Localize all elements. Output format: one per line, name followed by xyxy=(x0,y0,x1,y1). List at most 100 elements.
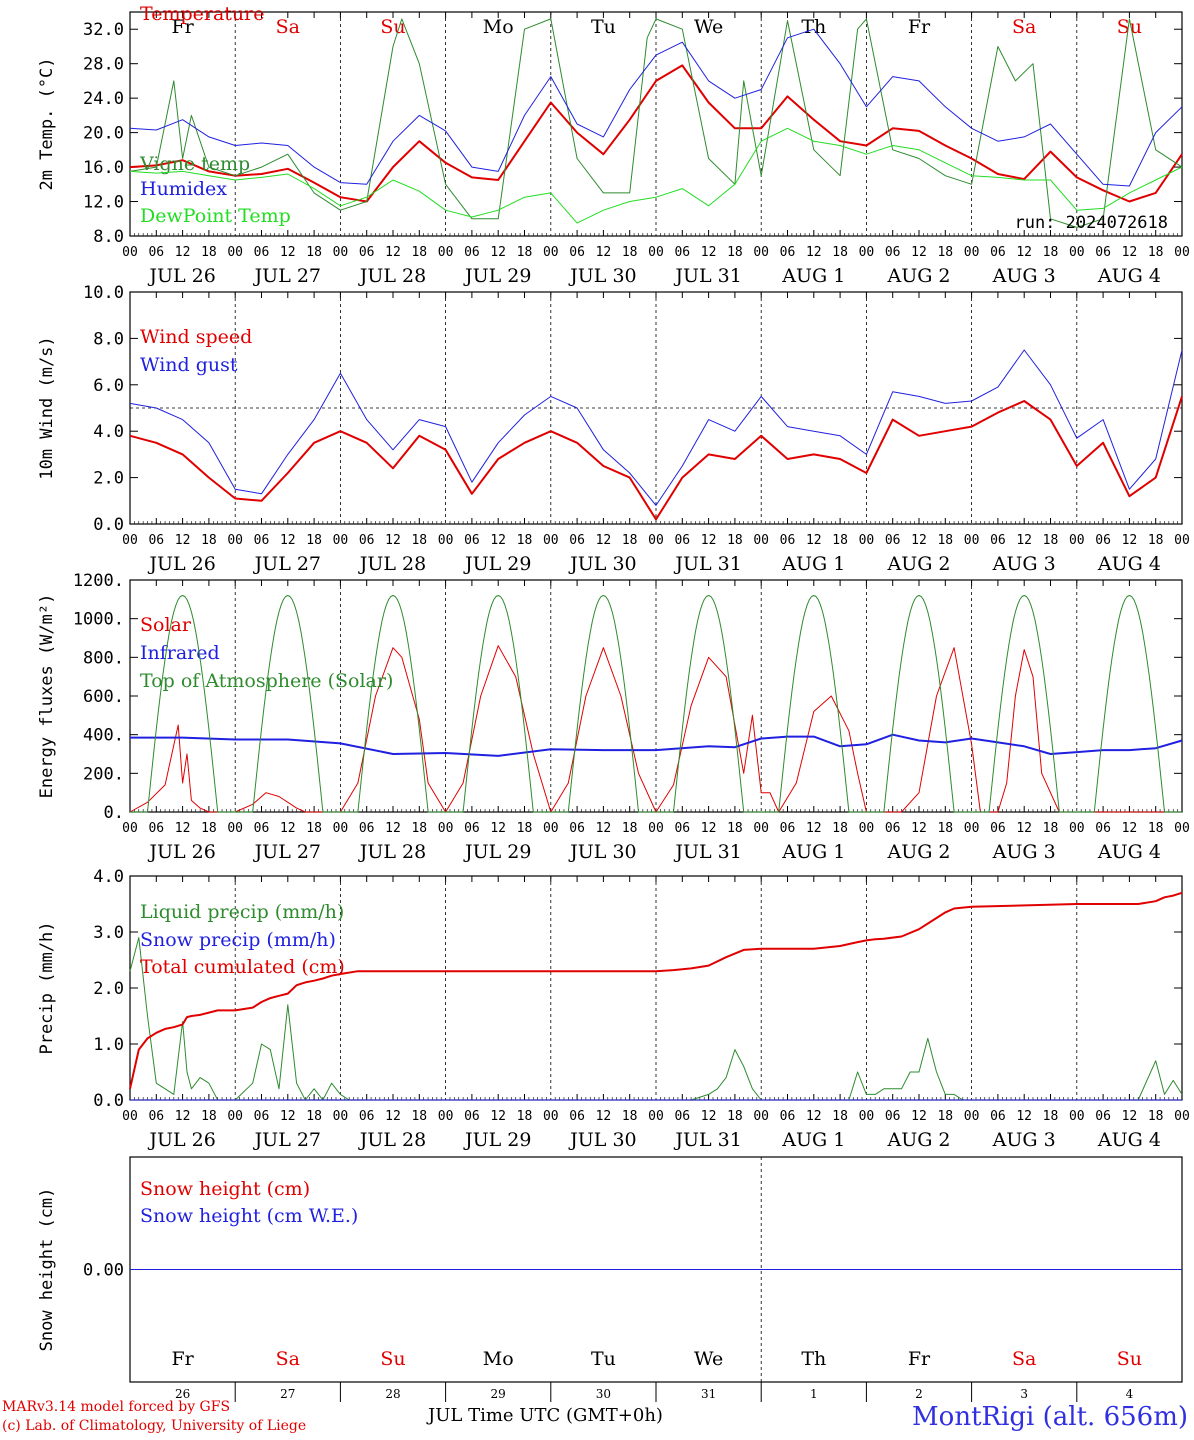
y-tick-label: 2.0 xyxy=(93,469,124,489)
hour-tick-label: 18 xyxy=(622,1109,638,1124)
hour-tick-label: 00 xyxy=(1174,245,1190,260)
day-number-label: 4 xyxy=(1126,1387,1134,1401)
hour-tick-label: 12 xyxy=(280,1109,296,1124)
date-label: JUL 29 xyxy=(463,1129,531,1151)
date-label: AUG 4 xyxy=(1097,841,1161,863)
hour-tick-label: 06 xyxy=(359,821,375,836)
day-number-label: 31 xyxy=(701,1387,716,1401)
hour-tick-label: 12 xyxy=(490,1109,506,1124)
hour-tick-label: 12 xyxy=(280,245,296,260)
hour-tick-label: 00 xyxy=(227,533,243,548)
date-label: AUG 1 xyxy=(781,553,845,575)
date-label: AUG 2 xyxy=(886,553,950,575)
date-label: JUL 27 xyxy=(253,265,321,287)
y-tick-label: 0.0 xyxy=(93,515,124,535)
date-label: JUL 31 xyxy=(673,553,741,575)
hour-tick-label: 00 xyxy=(964,533,980,548)
hour-tick-label: 06 xyxy=(359,533,375,548)
date-label: AUG 2 xyxy=(886,1129,950,1151)
y-axis-label: Snow height (cm) xyxy=(37,1188,57,1352)
hour-tick-label: 12 xyxy=(1016,533,1032,548)
hour-tick-label: 00 xyxy=(543,245,559,260)
hour-tick-label: 18 xyxy=(411,1109,427,1124)
hour-tick-label: 18 xyxy=(727,1109,743,1124)
day-name-label: Sa xyxy=(1012,1348,1036,1370)
date-label: AUG 3 xyxy=(992,1129,1056,1151)
y-tick-label: 0.00 xyxy=(83,1261,124,1281)
hour-tick-label: 18 xyxy=(1043,821,1059,836)
plot-frame xyxy=(129,11,1183,237)
hour-tick-label: 06 xyxy=(780,1109,796,1124)
date-label: JUL 26 xyxy=(147,265,215,287)
hour-tick-label: 06 xyxy=(569,1109,585,1124)
hour-tick-label: 18 xyxy=(411,821,427,836)
y-tick-label: 800. xyxy=(83,648,124,668)
hour-tick-label: 06 xyxy=(464,245,480,260)
hour-tick-label: 18 xyxy=(517,821,533,836)
date-label: AUG 3 xyxy=(992,841,1056,863)
hour-tick-label: 18 xyxy=(937,245,953,260)
legend-label: Snow height (cm W.E.) xyxy=(140,1205,358,1227)
hour-tick-label: 18 xyxy=(727,821,743,836)
hour-tick-label: 18 xyxy=(937,1109,953,1124)
hour-tick-label: 18 xyxy=(201,533,217,548)
hour-tick-label: 00 xyxy=(753,821,769,836)
hour-tick-label: 00 xyxy=(543,533,559,548)
y-tick-label: 8.0 xyxy=(93,227,124,247)
hour-tick-label: 06 xyxy=(674,1109,690,1124)
hour-tick-label: 18 xyxy=(832,245,848,260)
hour-tick-label: 18 xyxy=(306,1109,322,1124)
day-name-label: Su xyxy=(380,1348,405,1370)
hour-tick-label: 18 xyxy=(832,821,848,836)
y-tick-label: 6.0 xyxy=(93,376,124,396)
hour-tick-label: 12 xyxy=(385,533,401,548)
hour-tick-label: 00 xyxy=(1174,1109,1190,1124)
hour-tick-label: 06 xyxy=(148,821,164,836)
hour-tick-label: 00 xyxy=(1069,1109,1085,1124)
hour-tick-label: 00 xyxy=(122,245,138,260)
hour-tick-label: 00 xyxy=(438,245,454,260)
hour-tick-label: 18 xyxy=(411,245,427,260)
date-label: JUL 28 xyxy=(358,1129,426,1151)
hour-tick-label: 06 xyxy=(464,821,480,836)
legend-label: Infrared xyxy=(140,642,220,664)
hour-tick-label: 12 xyxy=(806,821,822,836)
y-tick-label: 1.0 xyxy=(93,1035,124,1055)
hour-tick-label: 12 xyxy=(596,821,612,836)
y-tick-label: 0. xyxy=(104,803,124,823)
day-number-label: 30 xyxy=(596,1387,611,1401)
legend-label: Top of Atmosphere (Solar) xyxy=(140,670,393,692)
hour-tick-label: 12 xyxy=(806,245,822,260)
hour-tick-label: 12 xyxy=(911,1109,927,1124)
hour-tick-label: 06 xyxy=(254,533,270,548)
series-line-wind-speed xyxy=(129,396,1183,521)
day-name-label: Sa xyxy=(276,16,300,38)
legend-label: Temperature xyxy=(140,3,264,25)
series-line-humidex xyxy=(129,28,1183,187)
station-label: MontRigi (alt. 656m) xyxy=(912,1402,1188,1432)
date-label: JUL 26 xyxy=(147,553,215,575)
hour-tick-label: 12 xyxy=(911,821,927,836)
y-tick-label: 0.0 xyxy=(93,1091,124,1111)
date-label: JUL 29 xyxy=(463,553,531,575)
hour-tick-label: 12 xyxy=(1122,245,1138,260)
panel-2: 0.0 2.0 4.0 6.0 8.0 10.0 10m Wind (m/s) 00 06 12 1… xyxy=(37,283,1190,575)
day-name-label: Mo xyxy=(483,1348,514,1370)
date-label: JUL 28 xyxy=(358,553,426,575)
date-label: JUL 30 xyxy=(568,1129,636,1151)
hour-tick-label: 00 xyxy=(333,821,349,836)
day-name-label: Th xyxy=(801,16,826,38)
legend-label: Total cumulated (cm) xyxy=(140,956,345,978)
date-label: JUL 30 xyxy=(568,553,636,575)
hour-tick-label: 00 xyxy=(227,1109,243,1124)
hour-tick-label: 06 xyxy=(464,1109,480,1124)
hour-tick-label: 18 xyxy=(727,245,743,260)
hour-tick-label: 12 xyxy=(701,533,717,548)
credit-line-2: (c) Lab. of Climatology, University of L… xyxy=(2,1418,307,1434)
hour-tick-label: 12 xyxy=(175,821,191,836)
legend-label: Vigne temp xyxy=(139,153,250,175)
hour-tick-label: 06 xyxy=(780,245,796,260)
hour-tick-label: 06 xyxy=(569,245,585,260)
hour-tick-label: 00 xyxy=(227,245,243,260)
hour-tick-label: 18 xyxy=(517,245,533,260)
